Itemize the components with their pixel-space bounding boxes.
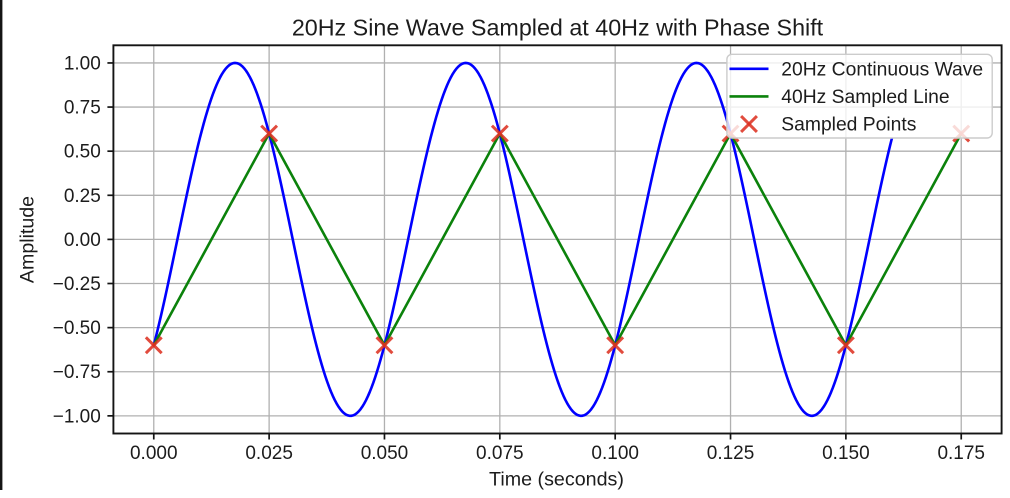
svg-text:0.025: 0.025 — [245, 443, 293, 464]
svg-text:0.050: 0.050 — [361, 443, 409, 464]
svg-text:0.25: 0.25 — [64, 186, 101, 207]
svg-text:1.00: 1.00 — [64, 53, 101, 74]
svg-text:20Hz Sine Wave Sampled at 40Hz: 20Hz Sine Wave Sampled at 40Hz with Phas… — [292, 15, 824, 41]
svg-text:0.000: 0.000 — [130, 443, 178, 464]
svg-text:0.175: 0.175 — [937, 443, 985, 464]
svg-text:0.075: 0.075 — [476, 443, 524, 464]
svg-text:0.150: 0.150 — [822, 443, 870, 464]
svg-text:0.00: 0.00 — [64, 230, 101, 251]
svg-text:−1.00: −1.00 — [53, 406, 101, 427]
svg-text:40Hz Sampled Line: 40Hz Sampled Line — [781, 87, 949, 108]
svg-text:20Hz Continuous Wave: 20Hz Continuous Wave — [781, 59, 983, 80]
svg-text:Time (seconds): Time (seconds) — [489, 469, 624, 491]
svg-text:0.100: 0.100 — [591, 443, 639, 464]
svg-text:−0.75: −0.75 — [53, 362, 101, 383]
svg-text:Amplitude: Amplitude — [17, 196, 39, 283]
svg-text:−0.50: −0.50 — [53, 318, 101, 339]
svg-text:Sampled Points: Sampled Points — [781, 115, 916, 136]
svg-text:−0.25: −0.25 — [53, 274, 101, 295]
svg-text:0.50: 0.50 — [64, 142, 101, 163]
svg-text:0.125: 0.125 — [707, 443, 755, 464]
svg-text:0.75: 0.75 — [64, 98, 101, 119]
